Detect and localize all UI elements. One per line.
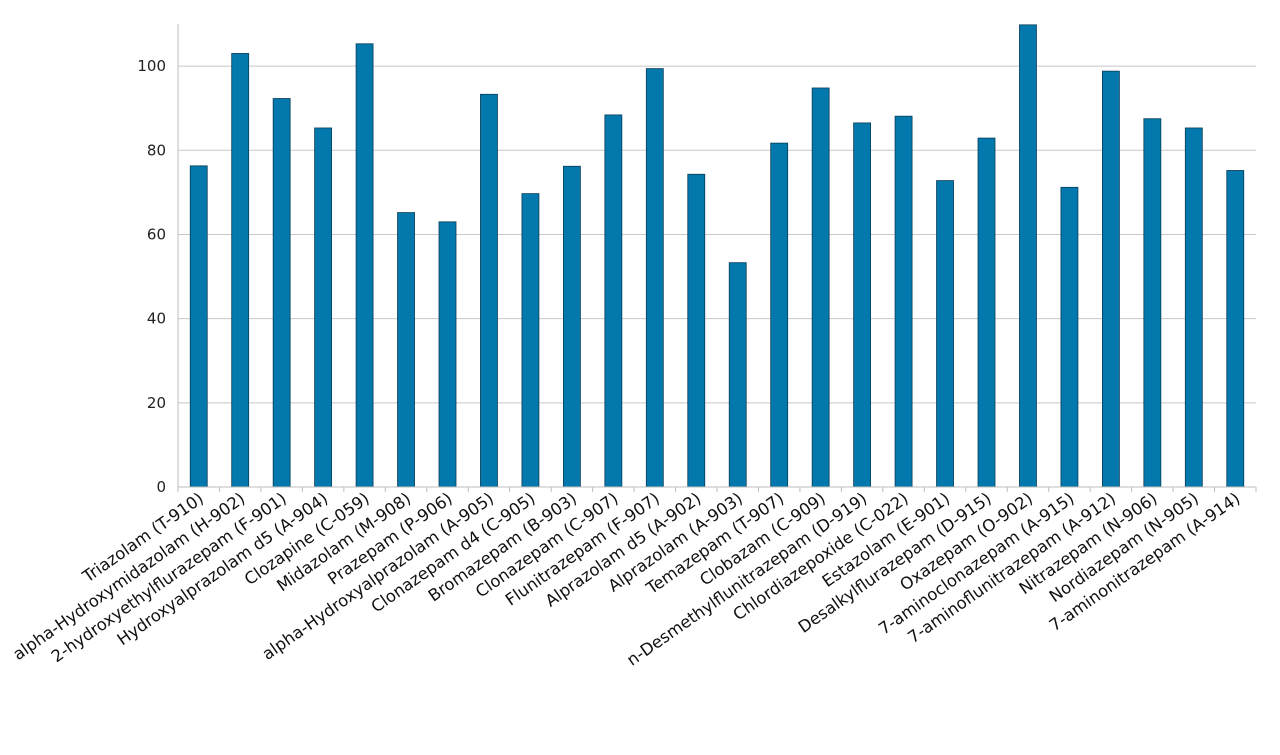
bar: [438, 221, 457, 488]
bar: [562, 165, 581, 488]
bar: [521, 193, 540, 488]
y-tick-label: 40: [147, 310, 166, 328]
y-axis-ticks: 0 20 40 60 80 100: [137, 57, 166, 496]
bar: [853, 122, 872, 488]
bar: [397, 212, 415, 488]
y-tick-label: 100: [137, 57, 166, 75]
bar: [1226, 170, 1245, 488]
bar: [1060, 186, 1079, 488]
bar: [894, 115, 913, 488]
bar: [231, 53, 250, 488]
bars: [189, 24, 1245, 488]
bar: [687, 173, 706, 488]
bar: [645, 68, 664, 488]
x-axis-labels: Triazolam (T-910)alpha-Hydroxymidazolam …: [9, 489, 1243, 670]
y-tick-label: 60: [147, 225, 166, 243]
bar: [272, 98, 291, 488]
bar: [936, 180, 954, 488]
x-axis: [177, 24, 1257, 492]
y-tick-label: 20: [147, 394, 166, 412]
bar: [977, 137, 996, 488]
bar: [314, 127, 333, 488]
bar: [355, 43, 374, 488]
bar: [480, 93, 498, 488]
bar: [728, 262, 747, 488]
grid-lines: [178, 65, 1256, 404]
bar: [1184, 127, 1203, 488]
bar: [1143, 118, 1162, 488]
bar: [189, 165, 208, 488]
bar: [770, 142, 789, 488]
bar: [1019, 24, 1037, 488]
bar: [604, 114, 623, 488]
bar: [1101, 70, 1120, 488]
bar: [811, 87, 830, 488]
y-tick-label: 80: [147, 141, 166, 159]
y-tick-label: 0: [156, 478, 166, 496]
